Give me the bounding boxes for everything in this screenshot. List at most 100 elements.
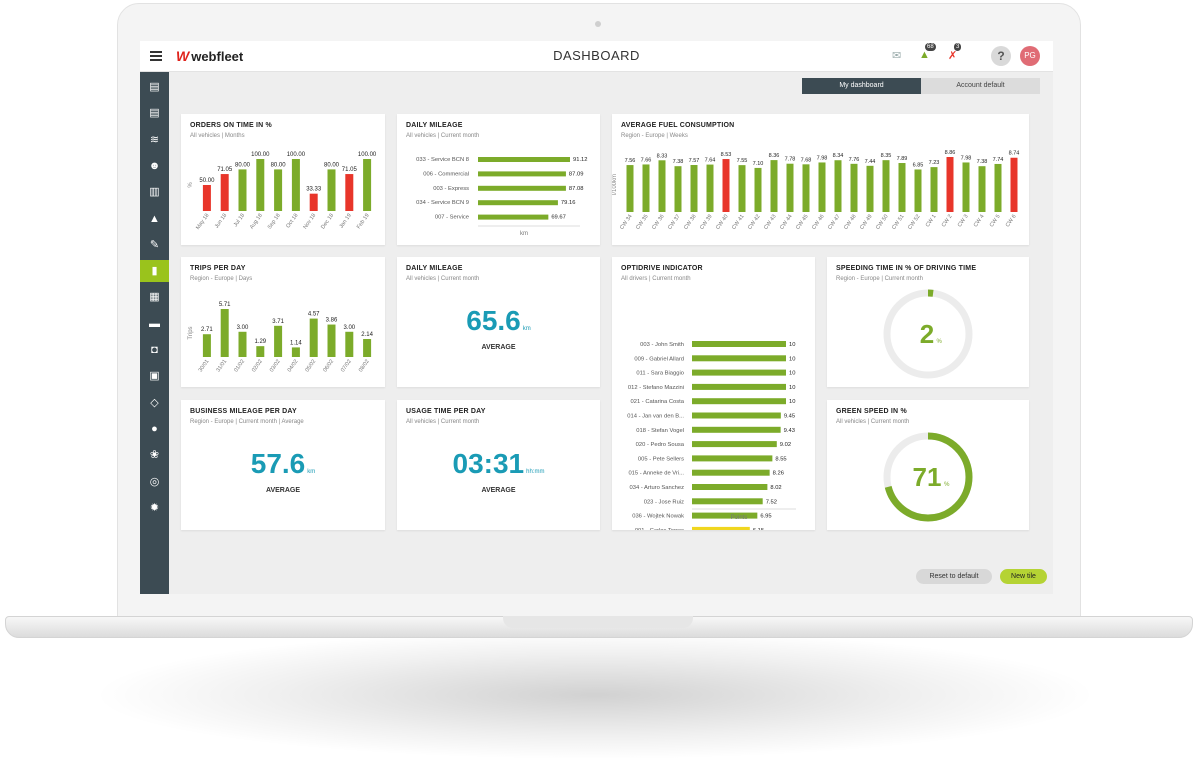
sidebar-item-location-icon[interactable]: ◇ xyxy=(140,392,169,414)
sidebar-item-gear-icon[interactable]: ✹ xyxy=(140,497,169,519)
alerts-badge: 3 xyxy=(954,43,962,51)
data-label: 8.02 xyxy=(770,485,781,491)
tick-label: 07/02 xyxy=(340,359,353,374)
sidebar-item-building-icon[interactable]: ▣ xyxy=(140,365,169,387)
tick-label: Nov 18 xyxy=(302,213,317,231)
reset-to-default-button[interactable]: Reset to default xyxy=(916,569,992,584)
envelope-icon[interactable]: ✉ xyxy=(892,50,902,62)
tick-label: CW 2 xyxy=(941,214,954,229)
tick-label: CW 42 xyxy=(747,214,762,231)
sidebar-item-map-icon[interactable]: ▤ xyxy=(140,102,169,124)
alert-wrench-icon[interactable]: ✗ 3 xyxy=(948,43,962,62)
optidrive-chart: 003 - John Smith 10 009 - Gabriel Allard 10… xyxy=(627,341,796,530)
bar xyxy=(692,341,786,347)
tile-business-mileage[interactable]: BUSINESS MILEAGE PER DAY Region - Europe… xyxy=(181,400,385,530)
sidebar-item-eco-icon[interactable]: ◎ xyxy=(140,471,169,493)
bar xyxy=(898,163,906,212)
bar xyxy=(202,334,211,357)
tile-subtitle: Region - Europe | Current month xyxy=(836,276,923,282)
tile-usage-time[interactable]: USAGE TIME PER DAY All vehicles | Curren… xyxy=(397,400,600,530)
kpi-value: 57.6 km xyxy=(181,448,385,480)
category-label: 018 - Stefan Vogel xyxy=(636,428,684,434)
category-label: 005 - Pete Sellers xyxy=(638,456,684,462)
tile-trips-per-day[interactable]: TRIPS PER DAY Region - Europe | Days Tri… xyxy=(181,257,385,387)
logo[interactable]: W webfleet xyxy=(176,47,243,65)
data-label: 71.05 xyxy=(217,167,233,173)
sidebar-item-user-icon[interactable]: ● xyxy=(140,418,169,440)
avatar[interactable]: PG xyxy=(1020,46,1040,66)
tab-account-default[interactable]: Account default xyxy=(921,78,1040,94)
bar xyxy=(220,174,229,211)
tile-title: AVERAGE FUEL CONSUMPTION xyxy=(621,122,735,129)
bar xyxy=(770,160,778,212)
tick-label: CW 48 xyxy=(843,214,858,231)
sidebar-item-fuel-icon[interactable]: ◘ xyxy=(140,339,169,361)
sidebar-item-chart-icon[interactable]: ▮ xyxy=(140,260,169,283)
data-label: 8.53 xyxy=(721,152,732,158)
tick-label: CW 34 xyxy=(619,214,634,231)
sidebar-item-wrench-icon[interactable]: ✎ xyxy=(140,234,169,256)
messages-badge: 68 xyxy=(925,43,936,51)
tick-label: Oct 18 xyxy=(285,213,299,230)
gauge-value: 71 xyxy=(913,462,942,492)
tick-label: Feb 19 xyxy=(356,213,371,230)
tab-my-dashboard[interactable]: My dashboard xyxy=(802,78,921,94)
tick-label: 30/01 xyxy=(198,359,211,374)
orders-chart: % 50.00 May 18 71.05 Jun 18 80.00 Jul 18 100.00… xyxy=(188,152,377,231)
category-label: 006 - Commercial xyxy=(423,171,469,177)
tile-title: ORDERS ON TIME IN % xyxy=(190,122,272,129)
data-label: 7.74 xyxy=(993,157,1004,163)
tile-daily-mileage-average[interactable]: DAILY MILEAGE All vehicles | Current mon… xyxy=(397,257,600,387)
data-label: 10 xyxy=(789,356,795,362)
category-label: 003 - Express xyxy=(433,186,469,192)
bar xyxy=(478,157,570,162)
bar xyxy=(238,169,247,211)
menu-icon[interactable] xyxy=(150,51,162,61)
bar xyxy=(345,174,354,211)
kpi-label: AVERAGE xyxy=(481,487,516,494)
data-label: 6.95 xyxy=(760,514,771,520)
help-button[interactable]: ? xyxy=(991,46,1011,66)
sidebar-item-driver-icon[interactable]: ☻ xyxy=(140,155,169,177)
sidebar-item-calendar-icon[interactable]: ▦ xyxy=(140,286,169,308)
tile-daily-mileage-bar[interactable]: DAILY MILEAGE All vehicles | Current mon… xyxy=(397,114,600,245)
bar xyxy=(642,164,650,212)
data-label: 69.67 xyxy=(551,215,566,221)
tile-optidrive[interactable]: OPTIDRIVE INDICATOR All drivers | Curren… xyxy=(612,257,815,530)
bar xyxy=(674,166,682,212)
location-icon: ◇ xyxy=(150,396,159,409)
logo-text: webfleet xyxy=(191,48,244,64)
tick-label: CW 41 xyxy=(731,214,746,231)
tick-label: CW 35 xyxy=(635,214,650,231)
messages-icon[interactable]: ▲ 68 xyxy=(919,43,936,61)
kpi-number: 03:31 xyxy=(452,448,525,479)
data-label: 87.08 xyxy=(569,186,584,192)
sidebar-item-clipboard-icon[interactable]: ▥ xyxy=(140,181,169,203)
data-label: 100.00 xyxy=(287,152,306,158)
tile-title: DAILY MILEAGE xyxy=(406,122,463,129)
gauge-fill xyxy=(883,432,973,522)
driver-icon: ☻ xyxy=(148,159,161,172)
category-label: 034 - Arturo Sanchez xyxy=(630,485,685,491)
sidebar-item-truck-icon[interactable]: ▬ xyxy=(140,313,169,335)
y-axis-label: % xyxy=(188,182,194,188)
tick-label: Jun 18 xyxy=(214,213,228,230)
y-axis-label: l/100km xyxy=(612,174,618,195)
sidebar-item-warning-icon[interactable]: ▲ xyxy=(140,208,169,230)
tile-orders-on-time[interactable]: ORDERS ON TIME IN % All vehicles | Month… xyxy=(181,114,385,245)
sidebar-item-map-icon[interactable]: ▤ xyxy=(140,76,169,98)
tick-label: CW 37 xyxy=(667,214,682,231)
new-tile-button[interactable]: New tile xyxy=(1000,569,1047,584)
tile-green-speed[interactable]: GREEN SPEED IN % All vehicles | Current … xyxy=(827,400,1029,530)
gauge-fill xyxy=(883,289,973,379)
data-label: 3.86 xyxy=(326,318,338,324)
sidebar-item-signal-icon[interactable]: ≋ xyxy=(140,129,169,151)
tile-title: TRIPS PER DAY xyxy=(190,265,246,272)
bar xyxy=(692,469,770,476)
tile-fuel-consumption[interactable]: AVERAGE FUEL CONSUMPTION Region - Europe… xyxy=(612,114,1029,245)
tile-speeding-time[interactable]: SPEEDING TIME IN % OF DRIVING TIME Regio… xyxy=(827,257,1029,387)
sidebar-item-group-icon[interactable]: ❀ xyxy=(140,444,169,466)
tile-title: USAGE TIME PER DAY xyxy=(406,408,486,415)
data-label: 8.26 xyxy=(773,471,784,477)
tick-label: CW 6 xyxy=(1005,214,1018,229)
